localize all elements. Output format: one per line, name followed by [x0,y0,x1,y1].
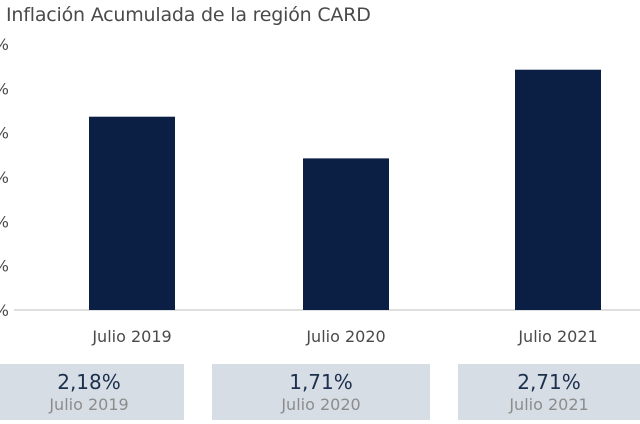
summary-label: Julio 2020 [281,395,361,414]
x-tick-label: Julio 2020 [305,327,385,346]
y-tick-label: % [0,168,9,187]
y-tick-label: % [0,212,9,231]
chart-title: Inflación Acumulada de la región CARD [6,4,371,26]
y-tick-label: % [0,79,9,98]
x-tick-label: Julio 2021 [517,327,597,346]
summary-card-julio-2021: 2,71% Julio 2021 [458,364,640,420]
summary-label: Julio 2021 [509,395,589,414]
summary-value: 1,71% [289,370,353,394]
summary-value: 2,71% [517,370,581,394]
y-tick-label: % [0,301,9,320]
bar-chart: %%%%%%% Julio 2019 Julio 2020 Julio 2021 [0,35,640,346]
bar-julio-2020 [303,158,389,310]
x-tick-label: Julio 2019 [91,327,171,346]
y-tick-label: % [0,35,9,54]
y-tick-label: % [0,124,9,143]
bar-julio-2021 [515,69,601,310]
summary-value: 2,18% [57,370,121,394]
summary-label: Julio 2019 [49,395,129,414]
summary-card-julio-2019: 2,18% Julio 2019 [0,364,184,420]
summary-card-julio-2020: 1,71% Julio 2020 [212,364,430,420]
bar-julio-2019 [89,116,175,310]
y-tick-label: % [0,257,9,276]
